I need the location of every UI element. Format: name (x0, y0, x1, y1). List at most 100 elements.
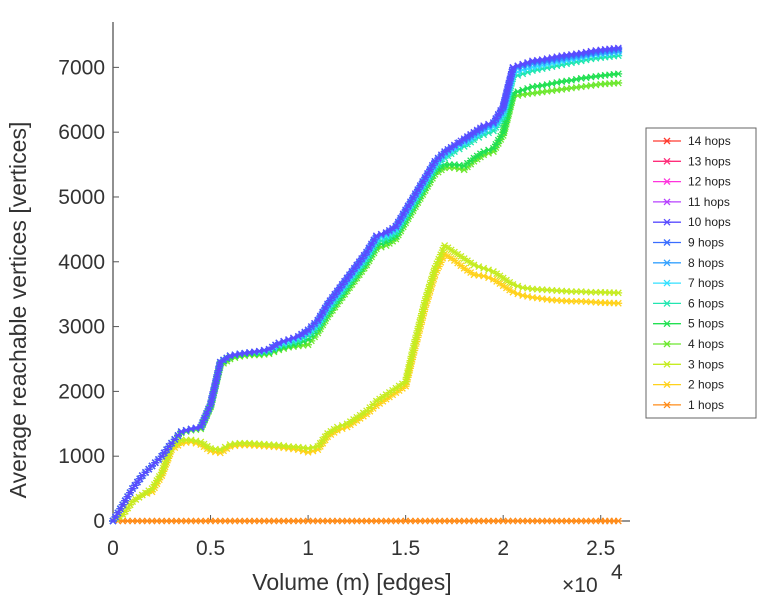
data-point (159, 464, 168, 472)
data-point (426, 165, 434, 173)
data-point (150, 481, 159, 489)
x-ticks: 0 0.5 1 1.5 2 2.5 (107, 515, 615, 560)
legend: 14 hops 13 hops 12 hops 11 hops 10 hops 9 hop… (645, 127, 757, 419)
legend-swatch-marker (663, 360, 671, 368)
legend-item: 7 hops (653, 276, 724, 290)
legend-swatch-marker (663, 259, 671, 267)
data-point (121, 497, 130, 505)
x-axis-label: Volume (m) [edges] (252, 569, 451, 595)
data-point (370, 236, 378, 244)
data-point (116, 505, 125, 513)
legend-item: 4 hops (653, 337, 724, 351)
x-tick-label: 1.5 (391, 537, 420, 560)
data-point (204, 405, 213, 413)
legend-label: 7 hops (688, 276, 724, 290)
data-point (494, 136, 503, 144)
data-point (391, 222, 400, 230)
data-point (614, 289, 623, 297)
y-tick-label: 0 (93, 510, 105, 533)
data-point (409, 194, 417, 202)
data-point (416, 182, 425, 190)
data-point (404, 202, 412, 210)
data-point (418, 178, 427, 186)
series-1-hops (109, 517, 623, 525)
legend-swatch-marker (663, 401, 671, 409)
data-point (155, 472, 164, 480)
y-axis-label: Average reachable vertices [vertices] (5, 122, 31, 499)
data-point (126, 489, 134, 497)
x-exponent-base: ×10 (562, 574, 598, 597)
data-point (200, 414, 209, 422)
legend-swatch-marker (663, 198, 671, 206)
legend-label: 6 hops (688, 296, 724, 310)
data-point (423, 289, 432, 297)
series-3-hops (109, 242, 623, 525)
legend-label: 5 hops (688, 317, 724, 331)
data-point (494, 110, 503, 118)
data-point (428, 161, 437, 169)
data-point (109, 517, 117, 525)
legend-label: 12 hops (688, 175, 731, 189)
data-point (406, 198, 415, 206)
legend-swatch-marker (663, 381, 671, 389)
legend-swatch-marker (663, 178, 671, 186)
data-point (432, 260, 441, 268)
data-point (113, 509, 122, 517)
data-point (313, 316, 322, 324)
series-group (109, 44, 623, 525)
x-exponent-power: 4 (611, 561, 623, 584)
data-point (491, 140, 500, 148)
data-point (614, 299, 623, 307)
legend-item: 1 hops (653, 398, 724, 412)
legend-item: 8 hops (653, 256, 724, 270)
data-point (401, 206, 410, 214)
data-point (196, 423, 205, 431)
data-point (436, 251, 445, 259)
data-point (394, 218, 403, 226)
data-point (424, 285, 433, 292)
data-point (423, 170, 432, 177)
x-exponent: ×10 4 (562, 561, 623, 597)
legend-item: 13 hops (653, 154, 731, 168)
legend-swatch-marker (663, 239, 671, 246)
legend-item: 12 hops (653, 175, 731, 189)
y-tick-label: 7000 (58, 56, 105, 79)
data-point (431, 264, 439, 272)
data-point (411, 190, 420, 198)
legend-swatch-marker (663, 320, 671, 328)
legend-item: 6 hops (653, 296, 724, 310)
y-tick-label: 1000 (58, 445, 105, 468)
legend-item: 2 hops (653, 378, 724, 392)
legend-item: 9 hops (653, 236, 724, 250)
data-point (157, 468, 166, 476)
data-point (427, 276, 436, 284)
legend-item: 5 hops (653, 317, 724, 331)
data-point (413, 186, 422, 194)
legend-label: 2 hops (688, 378, 724, 392)
data-point (177, 428, 186, 436)
data-point (614, 44, 623, 52)
y-tick-label: 3000 (58, 316, 105, 339)
data-point (111, 513, 120, 521)
legend-swatch-marker (663, 299, 671, 307)
legend-label: 13 hops (688, 154, 731, 168)
legend-label: 9 hops (688, 236, 724, 250)
series-10-hops (109, 44, 623, 525)
data-point (367, 240, 376, 248)
data-point (426, 281, 434, 288)
y-tick-label: 6000 (58, 121, 105, 144)
legend-items: 14 hops 13 hops 12 hops 11 hops 10 hops 9 hop… (653, 134, 731, 412)
data-point (428, 272, 437, 280)
data-point (118, 501, 127, 509)
legend-swatch-marker (663, 279, 671, 287)
legend-label: 10 hops (688, 215, 731, 229)
x-tick-label: 2.5 (586, 537, 615, 560)
x-tick-label: 0 (107, 537, 119, 560)
data-point (491, 114, 500, 122)
data-point (614, 79, 623, 87)
legend-swatch-marker (663, 218, 671, 226)
data-point (421, 297, 430, 305)
data-point (496, 132, 505, 140)
y-tick-label: 5000 (58, 186, 105, 209)
